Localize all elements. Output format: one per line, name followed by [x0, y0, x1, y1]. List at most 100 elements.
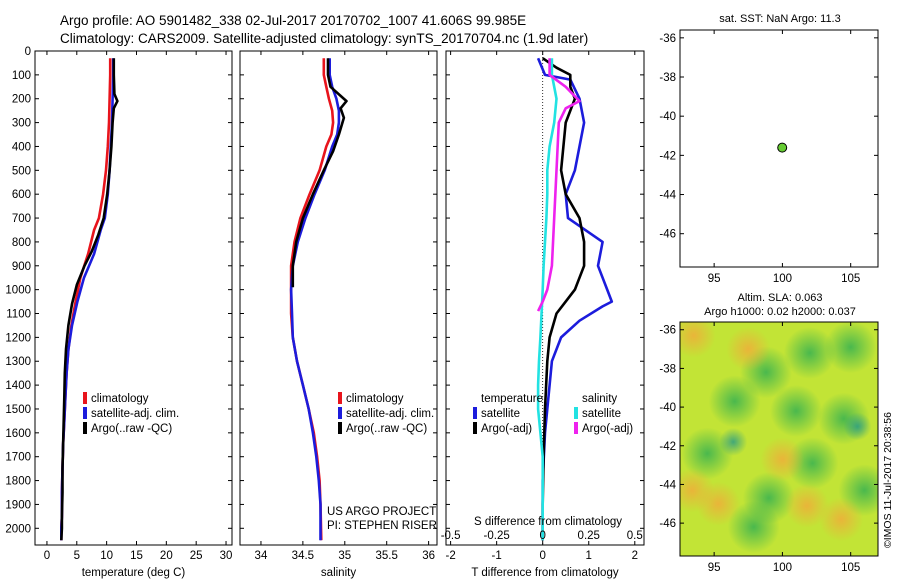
argo-location-marker: [777, 142, 788, 153]
legend-swatch: [338, 407, 342, 419]
y-tick-label: -44: [659, 190, 676, 202]
sla-title-line-1: Altim. SLA: 0.063: [738, 292, 823, 304]
difference-panel: -2 -1 0 1 2 T difference from climatology temp…: [441, 50, 645, 579]
y-tick-label: 1100: [6, 309, 31, 321]
y-tick-label: -40: [659, 402, 676, 414]
x-tick-label: 100: [773, 562, 792, 574]
x-tick-label: 95: [708, 562, 721, 574]
y-tick-label: -36: [659, 325, 676, 337]
legend-label: climatology: [346, 393, 404, 405]
imos-credit: ©IMOS 11-Jul-2017 20:38:56: [882, 412, 894, 548]
sla-anomaly-cell: [843, 412, 872, 441]
x-tick-label: 30: [220, 550, 233, 562]
legend-label: satellite-adj. clim.: [346, 408, 434, 420]
series-line-sat_salinity: [536, 58, 558, 541]
project-annotation: US ARGO PROJECT: [327, 506, 436, 518]
top-axis-label: S difference from climatology: [474, 516, 622, 528]
x-axis-label: T difference from climatology: [471, 567, 618, 579]
x-tick-label: 5: [74, 550, 80, 562]
x-tick-label: 105: [841, 273, 860, 285]
y-tick-label: -42: [659, 441, 676, 453]
legend-swatch: [473, 407, 477, 419]
y-tick-label: 1500: [5, 404, 31, 416]
series-line-argo: [291, 58, 348, 288]
legend-swatch: [83, 392, 87, 404]
sla-anomaly-cell: [727, 500, 780, 553]
legend-label: Argo(-adj): [582, 423, 633, 435]
sla-anomaly-cell: [680, 468, 715, 513]
y-tick-label: -38: [659, 363, 676, 375]
legend-swatch: [574, 407, 578, 419]
x-tick-label: 1: [586, 550, 592, 562]
y-tick-label: 1400: [5, 380, 31, 392]
x-tick-label: 36: [422, 550, 435, 562]
sla-anomaly-cell: [726, 327, 771, 372]
y-tick-label: -46: [659, 518, 676, 530]
location-frame: [679, 29, 879, 268]
x-tick-label: 95: [708, 273, 721, 285]
y-tick-label: -40: [659, 111, 676, 123]
sla-anomaly-cell: [719, 427, 748, 456]
y-tick-label: -36: [659, 33, 676, 45]
legend-label: Argo(..raw -QC): [91, 423, 172, 435]
salinity-frame: [239, 50, 438, 546]
y-tick-label: 800: [12, 237, 31, 249]
header-line-1: Argo profile: AO 5901482_338 02-Jul-2017…: [60, 13, 526, 28]
legend-swatch: [338, 392, 342, 404]
y-tick-label: 500: [12, 165, 31, 177]
legend-label: Argo(-adj): [481, 423, 532, 435]
sla-anomaly-cell: [819, 497, 864, 542]
y-tick-label: 1200: [5, 332, 31, 344]
legend-label: climatology: [91, 393, 149, 405]
x-tick-label: 25: [190, 550, 203, 562]
temperature-panel: 0100200300400500600700800900100011001200…: [5, 46, 233, 579]
legend-label: satellite: [481, 408, 520, 420]
top-tick-label: -0.5: [441, 530, 461, 542]
series-line-satellite: [59, 58, 115, 541]
series-line-argo: [60, 58, 119, 541]
sla-anomaly-cell: [783, 326, 836, 379]
y-tick-label: 1900: [5, 499, 31, 511]
x-tick-label: 35: [338, 550, 351, 562]
y-tick-label: 1800: [5, 476, 31, 488]
y-tick-label: 900: [12, 261, 31, 273]
y-tick-label: 200: [12, 94, 31, 106]
legend-label: Argo(..raw -QC): [346, 423, 427, 435]
series-line-argo_salinity: [536, 58, 581, 312]
legend-swatch: [338, 422, 342, 434]
legend-swatch: [574, 422, 578, 434]
y-tick-label: 300: [12, 118, 31, 130]
legend-label: satellite: [582, 408, 621, 420]
location-title: sat. SST: NaN Argo: 11.3: [719, 13, 840, 25]
legend-swatch: [83, 407, 87, 419]
sla-title-line-2: Argo h1000: 0.02 h2000: 0.037: [704, 306, 856, 318]
sla-panel: 95 100 105 -36 -38 -40 -42 -44 -46: [659, 321, 879, 574]
x-tick-label: 100: [773, 273, 792, 285]
y-tick-label: -44: [659, 479, 676, 491]
x-axis-label: temperature (deg C): [82, 567, 186, 579]
y-tick-label: 1000: [5, 285, 31, 297]
x-tick-label: 34: [255, 550, 268, 562]
salinity-panel: 34 34.5 35 35.5 36 salinity climatology satelli…: [239, 50, 438, 579]
x-axis-label: salinity: [321, 567, 356, 579]
y-tick-label: 2000: [5, 523, 31, 535]
y-tick-label: 700: [12, 213, 31, 225]
series-line-climatology: [289, 58, 335, 541]
series-line-climatology: [59, 58, 112, 541]
top-tick-label: -0.25: [484, 530, 510, 542]
legend-swatch: [473, 422, 477, 434]
sla-frame: [679, 321, 879, 557]
x-tick-label: 20: [160, 550, 173, 562]
sla-anomaly-cell: [760, 437, 805, 482]
legend-title-temperature: temperature: [481, 393, 543, 405]
header-line-2: Climatology: CARS2009. Satellite-adjuste…: [60, 31, 588, 46]
x-tick-label: 0: [539, 550, 545, 562]
x-tick-label: 35.5: [376, 550, 398, 562]
x-tick-label: -1: [492, 550, 502, 562]
y-tick-label: 600: [12, 189, 31, 201]
legend-swatch: [83, 422, 87, 434]
sla-anomaly-cell: [824, 322, 877, 374]
difference-frame: [445, 50, 645, 546]
top-tick-label: 0.25: [578, 530, 600, 542]
